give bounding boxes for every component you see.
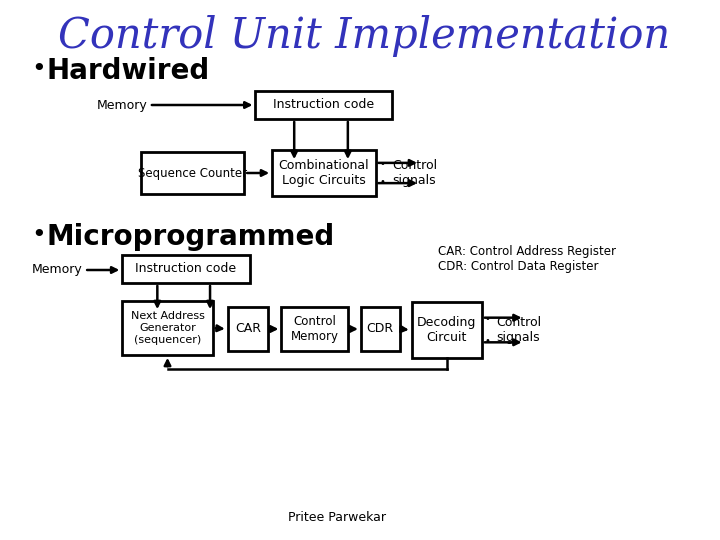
- Text: Memory: Memory: [96, 98, 147, 111]
- Bar: [282, 307, 348, 351]
- Text: Instruction code: Instruction code: [135, 262, 237, 275]
- Text: Control Unit Implementation: Control Unit Implementation: [58, 15, 670, 57]
- Text: Microprogrammed: Microprogrammed: [46, 223, 335, 251]
- Text: •: •: [485, 314, 490, 323]
- Bar: [228, 307, 269, 351]
- Bar: [361, 307, 400, 351]
- Text: CAR: Control Address Register
CDR: Control Data Register: CAR: Control Address Register CDR: Contr…: [438, 245, 616, 273]
- Text: Control
signals: Control signals: [497, 316, 542, 344]
- Text: Control
Memory: Control Memory: [291, 315, 338, 343]
- Bar: [140, 152, 244, 194]
- Bar: [256, 91, 392, 119]
- Text: Hardwired: Hardwired: [46, 57, 210, 85]
- Text: Pritee Parwekar: Pritee Parwekar: [288, 511, 386, 524]
- Bar: [272, 150, 376, 196]
- Text: •: •: [379, 159, 385, 169]
- Text: CDR: CDR: [366, 322, 394, 335]
- Text: Next Address
Generator
(sequencer): Next Address Generator (sequencer): [130, 312, 204, 345]
- Text: •: •: [32, 57, 46, 81]
- Text: Combinational
Logic Circuits: Combinational Logic Circuits: [279, 159, 369, 187]
- Bar: [122, 255, 250, 283]
- Text: CAR: CAR: [235, 322, 261, 335]
- Text: •: •: [379, 177, 385, 187]
- Bar: [412, 302, 482, 358]
- Text: •: •: [485, 336, 490, 346]
- Text: •: •: [32, 223, 46, 247]
- Text: Decoding
Circuit: Decoding Circuit: [417, 316, 477, 344]
- Bar: [122, 301, 213, 355]
- Text: Control
signals: Control signals: [392, 159, 437, 187]
- Text: Sequence Counter: Sequence Counter: [138, 166, 247, 179]
- Text: Memory: Memory: [32, 264, 82, 276]
- Text: Instruction code: Instruction code: [273, 98, 374, 111]
